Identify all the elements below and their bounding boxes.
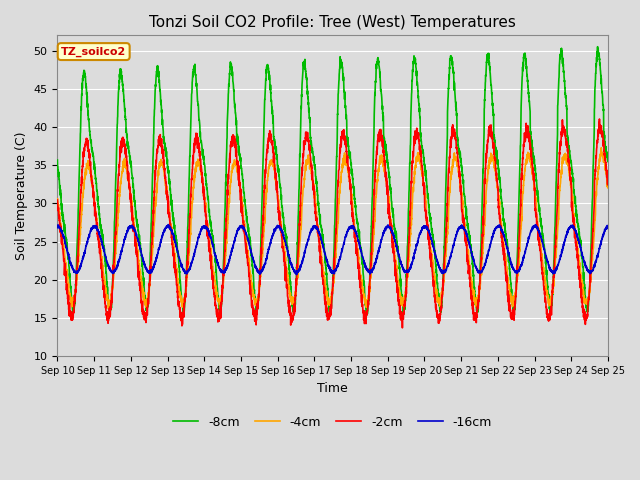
-8cm <box>396 271 404 277</box>
Line: -16cm: -16cm <box>58 225 608 275</box>
-4cm <box>604 185 612 191</box>
-8cm <box>604 159 612 165</box>
-16cm <box>172 240 179 245</box>
-4cm <box>604 185 612 191</box>
-8cm <box>172 231 179 237</box>
-16cm <box>552 266 560 272</box>
-2cm <box>207 265 215 271</box>
-16cm <box>387 225 394 231</box>
-2cm <box>54 197 61 203</box>
-16cm <box>396 257 404 263</box>
-8cm <box>54 157 61 163</box>
-16cm <box>604 223 612 229</box>
-8cm <box>207 228 215 233</box>
-2cm <box>552 236 559 242</box>
-16cm <box>164 222 172 228</box>
-16cm <box>54 224 61 229</box>
-4cm <box>387 219 394 225</box>
-8cm <box>179 312 187 318</box>
-4cm <box>552 253 559 259</box>
Line: -2cm: -2cm <box>58 119 608 328</box>
Title: Tonzi Soil CO2 Profile: Tree (West) Temperatures: Tonzi Soil CO2 Profile: Tree (West) Temp… <box>149 15 516 30</box>
X-axis label: Time: Time <box>317 382 348 395</box>
Line: -4cm: -4cm <box>58 148 608 309</box>
-2cm <box>604 182 612 188</box>
-2cm <box>387 216 394 222</box>
-8cm <box>604 159 612 165</box>
-8cm <box>387 188 394 193</box>
-16cm <box>604 223 612 229</box>
Legend: -8cm, -4cm, -2cm, -16cm: -8cm, -4cm, -2cm, -16cm <box>168 411 497 434</box>
Text: TZ_soilco2: TZ_soilco2 <box>61 47 126 57</box>
Line: -8cm: -8cm <box>58 47 608 315</box>
-8cm <box>594 44 602 49</box>
-4cm <box>172 264 179 270</box>
-4cm <box>396 291 404 297</box>
-2cm <box>604 180 612 186</box>
-2cm <box>396 309 404 315</box>
-4cm <box>105 306 113 312</box>
-2cm <box>399 325 406 331</box>
Y-axis label: Soil Temperature (C): Soil Temperature (C) <box>15 132 28 260</box>
-16cm <box>207 236 215 242</box>
-8cm <box>552 188 559 194</box>
-4cm <box>207 254 215 260</box>
-4cm <box>597 145 605 151</box>
-4cm <box>54 196 61 202</box>
-2cm <box>596 116 604 122</box>
-2cm <box>172 270 179 276</box>
-16cm <box>293 272 301 277</box>
